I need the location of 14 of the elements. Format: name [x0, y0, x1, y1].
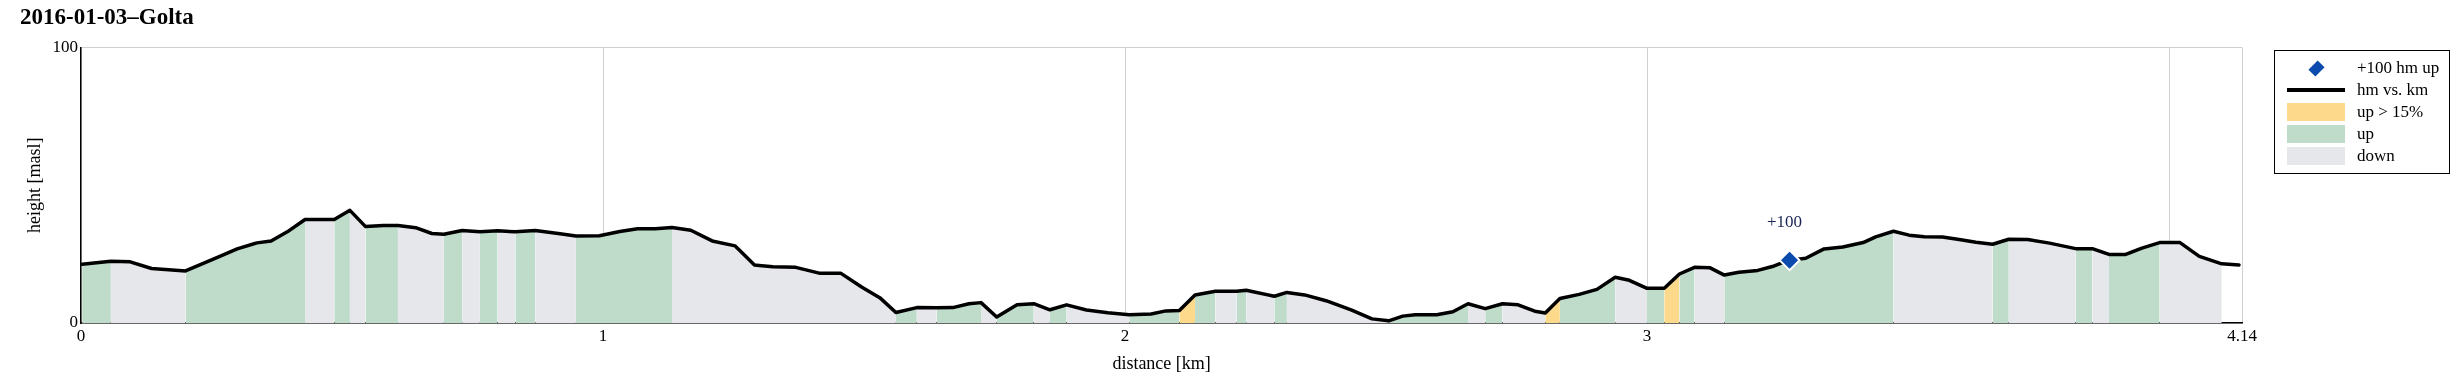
legend-label: up > 15% — [2357, 101, 2424, 123]
legend-label: up — [2357, 123, 2374, 145]
legend-label: +100 hm up — [2357, 57, 2440, 79]
y-axis-title: height [masl] — [23, 137, 44, 234]
x-tick-label: 1 — [598, 325, 608, 345]
x-tick-label: 3 — [1642, 325, 1652, 345]
chart-title: 2016-01-03–Golta — [20, 3, 195, 29]
annotation: +100 — [1767, 211, 1803, 231]
legend-label: hm vs. km — [2357, 79, 2429, 101]
legend-label: down — [2357, 145, 2395, 167]
x-tick-label: 2 — [1120, 325, 1130, 345]
x-tick-label: 4.14 — [2227, 325, 2258, 345]
x-axis-title: distance [km] — [1112, 352, 1211, 373]
y-tick-label: 100 — [52, 37, 79, 57]
